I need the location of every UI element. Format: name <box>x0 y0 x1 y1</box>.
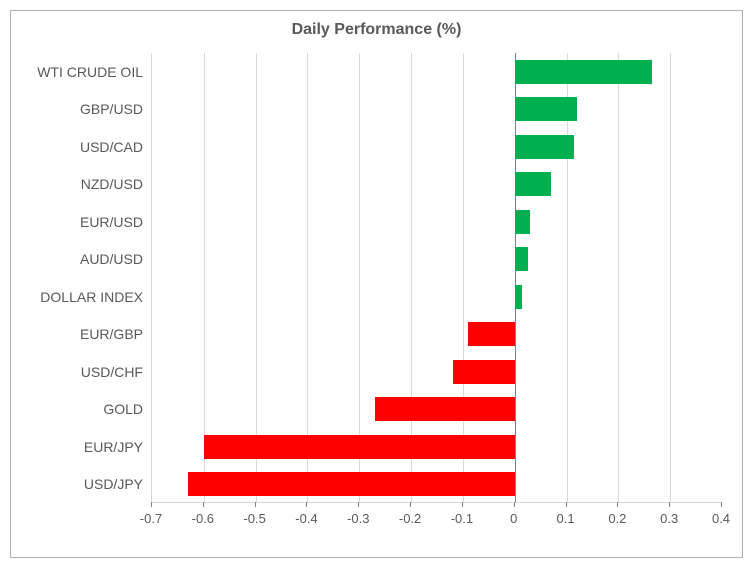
chart-title: Daily Performance (%) <box>11 11 742 47</box>
bar <box>453 360 515 384</box>
x-tick-label: 0.1 <box>556 511 574 526</box>
x-tick-label: -0.7 <box>140 511 162 526</box>
x-tick-label: -0.4 <box>295 511 317 526</box>
bar <box>515 210 531 234</box>
x-tick <box>721 502 722 507</box>
x-tick-label: -0.3 <box>347 511 369 526</box>
category-label: DOLLAR INDEX <box>40 289 143 305</box>
bar <box>375 397 515 421</box>
category-label: NZD/USD <box>81 176 143 192</box>
x-tick <box>669 502 670 507</box>
category-label: EUR/JPY <box>84 439 143 455</box>
x-tick <box>358 502 359 507</box>
bar <box>188 472 514 496</box>
x-tick <box>617 502 618 507</box>
category-label: EUR/USD <box>80 214 143 230</box>
x-tick-label: -0.6 <box>192 511 214 526</box>
chart-container: Daily Performance (%) WTI CRUDE OIL GBP/U… <box>10 10 743 558</box>
bar <box>515 247 528 271</box>
x-tick <box>203 502 204 507</box>
y-axis-labels: WTI CRUDE OIL GBP/USD USD/CAD NZD/USD EUR/US… <box>11 53 143 503</box>
category-label: GBP/USD <box>80 101 143 117</box>
gridline <box>618 53 619 502</box>
x-tick <box>566 502 567 507</box>
category-label: AUD/USD <box>80 251 143 267</box>
x-tick-label: -0.1 <box>451 511 473 526</box>
bar <box>204 435 515 459</box>
x-tick-label: 0.3 <box>660 511 678 526</box>
x-tick-label: -0.2 <box>399 511 421 526</box>
gridline <box>670 53 671 502</box>
category-label: USD/CHF <box>81 364 143 380</box>
x-tick <box>462 502 463 507</box>
x-tick <box>514 502 515 507</box>
category-label: EUR/GBP <box>80 326 143 342</box>
x-tick <box>410 502 411 507</box>
x-tick-label: -0.5 <box>243 511 265 526</box>
bar <box>515 172 551 196</box>
x-tick <box>151 502 152 507</box>
bar <box>515 97 577 121</box>
x-tick-label: 0.4 <box>712 511 730 526</box>
category-label: GOLD <box>103 401 143 417</box>
x-tick-label: 0 <box>510 511 517 526</box>
plot-area <box>151 53 721 503</box>
category-label: USD/CAD <box>80 139 143 155</box>
x-tick <box>255 502 256 507</box>
bar <box>515 285 523 309</box>
bar <box>515 60 652 84</box>
category-label: USD/JPY <box>84 476 143 492</box>
bar <box>515 135 575 159</box>
x-axis-labels: -0.7-0.6-0.5-0.4-0.3-0.2-0.100.10.20.30.… <box>151 507 721 527</box>
category-label: WTI CRUDE OIL <box>37 64 143 80</box>
x-tick <box>306 502 307 507</box>
bar <box>468 322 515 346</box>
x-tick-label: 0.2 <box>608 511 626 526</box>
